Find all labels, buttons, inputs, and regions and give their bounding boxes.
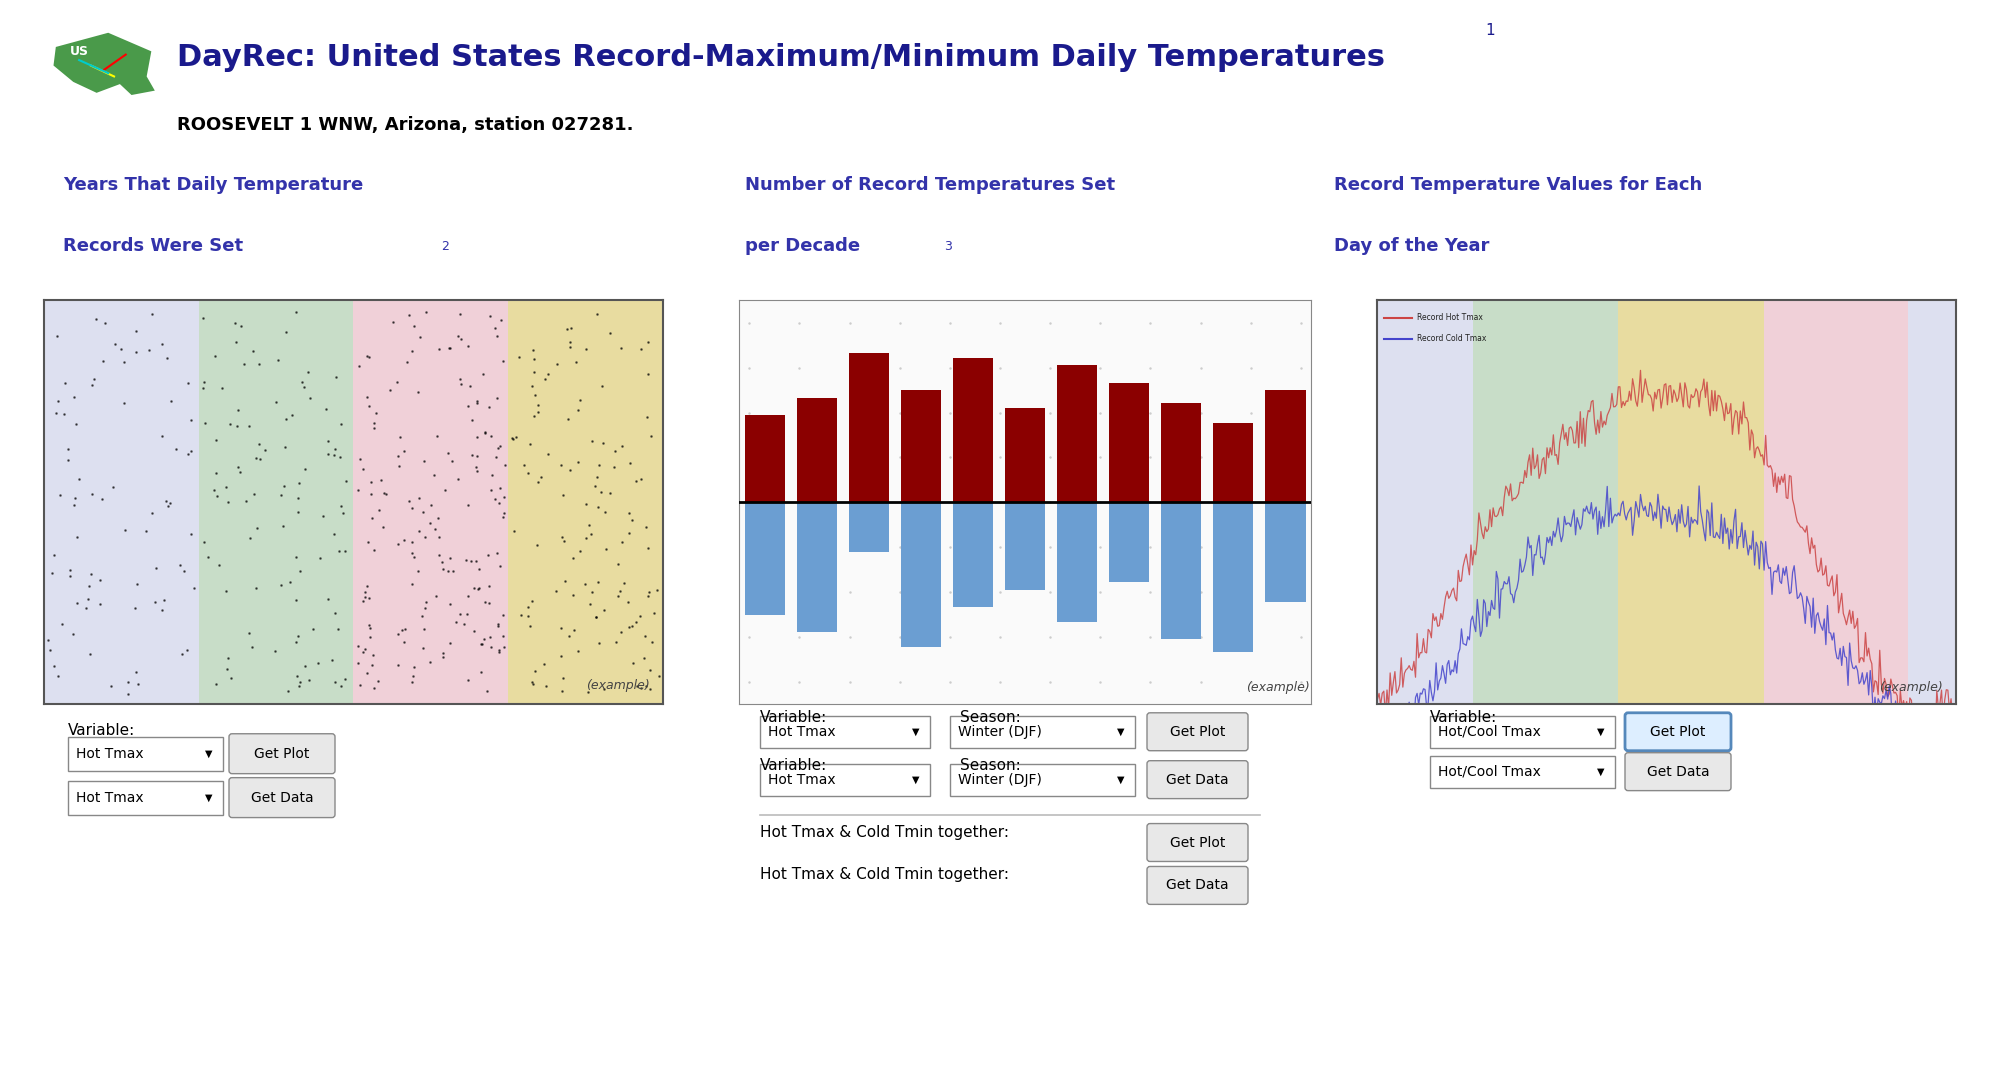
Bar <box>745 502 785 615</box>
Text: Record Hot Tmax: Record Hot Tmax <box>1417 313 1483 322</box>
Text: US: US <box>70 45 88 58</box>
FancyBboxPatch shape <box>1429 715 1614 748</box>
Text: Season:: Season: <box>959 758 1020 773</box>
Text: Get Plot: Get Plot <box>255 747 309 761</box>
Bar <box>1056 365 1098 502</box>
FancyBboxPatch shape <box>68 737 223 771</box>
Bar <box>199 300 353 704</box>
Bar <box>1108 502 1148 582</box>
Text: Winter (DJF): Winter (DJF) <box>957 773 1042 786</box>
Text: HCN: HCN <box>58 108 100 126</box>
Bar <box>1471 300 1618 704</box>
FancyBboxPatch shape <box>1624 752 1730 791</box>
Text: Variable:: Variable: <box>759 758 827 773</box>
Text: 3: 3 <box>943 240 951 253</box>
Bar <box>1004 502 1046 590</box>
Text: Variable:: Variable: <box>68 723 134 738</box>
Text: (example): (example) <box>586 679 650 692</box>
Text: Season:: Season: <box>959 710 1020 725</box>
Bar <box>849 502 889 553</box>
Text: Hot Tmax: Hot Tmax <box>767 725 835 739</box>
Text: (example): (example) <box>1246 681 1309 693</box>
Bar <box>1056 502 1098 622</box>
Text: Get Plot: Get Plot <box>1170 725 1224 739</box>
FancyBboxPatch shape <box>1146 823 1248 862</box>
Text: Hot Tmax: Hot Tmax <box>76 791 145 805</box>
Bar <box>1004 407 1046 502</box>
Text: Variable:: Variable: <box>1429 710 1497 725</box>
Text: Get Plot: Get Plot <box>1650 725 1704 739</box>
Text: per Decade: per Decade <box>745 237 859 256</box>
Bar <box>1212 423 1252 502</box>
Bar <box>1108 382 1148 502</box>
Text: Get Data: Get Data <box>251 791 313 805</box>
Text: (example): (example) <box>1879 680 1943 693</box>
Text: Hot/Cool Tmax: Hot/Cool Tmax <box>1437 725 1539 739</box>
FancyBboxPatch shape <box>759 763 929 796</box>
FancyBboxPatch shape <box>759 715 929 748</box>
Bar <box>745 415 785 502</box>
Text: Hot/Cool Tmax: Hot/Cool Tmax <box>1437 764 1539 779</box>
Bar <box>901 502 941 646</box>
Text: Hot Tmax & Cold Tmin together:: Hot Tmax & Cold Tmin together: <box>759 824 1008 840</box>
Text: Hot Tmax: Hot Tmax <box>76 747 145 761</box>
Bar <box>44 300 199 704</box>
Bar <box>1907 300 1955 704</box>
Text: ▼: ▼ <box>1596 767 1604 776</box>
Text: Get Data: Get Data <box>1166 878 1228 892</box>
Text: Hot Tmax & Cold Tmin together:: Hot Tmax & Cold Tmin together: <box>759 867 1008 882</box>
Text: Number of Record Temperatures Set: Number of Record Temperatures Set <box>745 176 1114 193</box>
FancyBboxPatch shape <box>1146 713 1248 750</box>
Text: ▼: ▼ <box>1116 774 1124 785</box>
FancyBboxPatch shape <box>949 763 1134 796</box>
Text: Record Cold Tmax: Record Cold Tmax <box>1417 334 1485 344</box>
Polygon shape <box>54 33 155 95</box>
Bar <box>1618 300 1764 704</box>
Text: ▼: ▼ <box>205 749 213 759</box>
Bar <box>1764 300 1907 704</box>
Bar <box>508 300 662 704</box>
Bar <box>951 358 993 502</box>
Text: ▼: ▼ <box>205 793 213 803</box>
FancyBboxPatch shape <box>229 734 335 773</box>
Text: ROOSEVELT 1 WNW, Arizona, station 027281.: ROOSEVELT 1 WNW, Arizona, station 027281… <box>177 116 632 134</box>
Bar <box>1160 403 1200 502</box>
Text: Records Were Set: Records Were Set <box>64 237 243 256</box>
Bar <box>797 397 837 502</box>
Text: ▼: ▼ <box>911 774 919 785</box>
Text: ▼: ▼ <box>911 727 919 737</box>
Bar <box>849 353 889 502</box>
Bar <box>797 502 837 632</box>
FancyBboxPatch shape <box>1429 756 1614 787</box>
Bar <box>1264 390 1305 502</box>
Bar <box>353 300 508 704</box>
Text: Winter (DJF): Winter (DJF) <box>957 725 1042 739</box>
Text: 1: 1 <box>1485 23 1493 38</box>
Bar <box>951 502 993 607</box>
FancyBboxPatch shape <box>229 778 335 818</box>
Bar <box>1377 300 1471 704</box>
FancyBboxPatch shape <box>1146 761 1248 798</box>
Bar <box>1160 502 1200 640</box>
Text: ▼: ▼ <box>1596 727 1604 737</box>
Bar <box>1212 502 1252 652</box>
Text: DayRec: United States Record-Maximum/Minimum Daily Temperatures: DayRec: United States Record-Maximum/Min… <box>177 43 1385 71</box>
FancyBboxPatch shape <box>949 715 1134 748</box>
Text: ▼: ▼ <box>1116 727 1124 737</box>
Text: Years That Daily Temperature: Years That Daily Temperature <box>64 176 363 193</box>
Text: Day of the Year: Day of the Year <box>1333 237 1489 256</box>
Bar <box>1264 502 1305 602</box>
Text: Record Temperature Values for Each: Record Temperature Values for Each <box>1333 176 1702 193</box>
FancyBboxPatch shape <box>1146 866 1248 904</box>
FancyBboxPatch shape <box>1624 713 1730 750</box>
Bar <box>901 390 941 502</box>
Text: Get Data: Get Data <box>1166 773 1228 786</box>
Text: Hot Tmax: Hot Tmax <box>767 773 835 786</box>
FancyBboxPatch shape <box>68 781 223 815</box>
Text: Variable:: Variable: <box>759 710 827 725</box>
Text: 2: 2 <box>442 240 450 253</box>
Text: Get Data: Get Data <box>1646 764 1708 779</box>
Text: Get Plot: Get Plot <box>1170 835 1224 850</box>
